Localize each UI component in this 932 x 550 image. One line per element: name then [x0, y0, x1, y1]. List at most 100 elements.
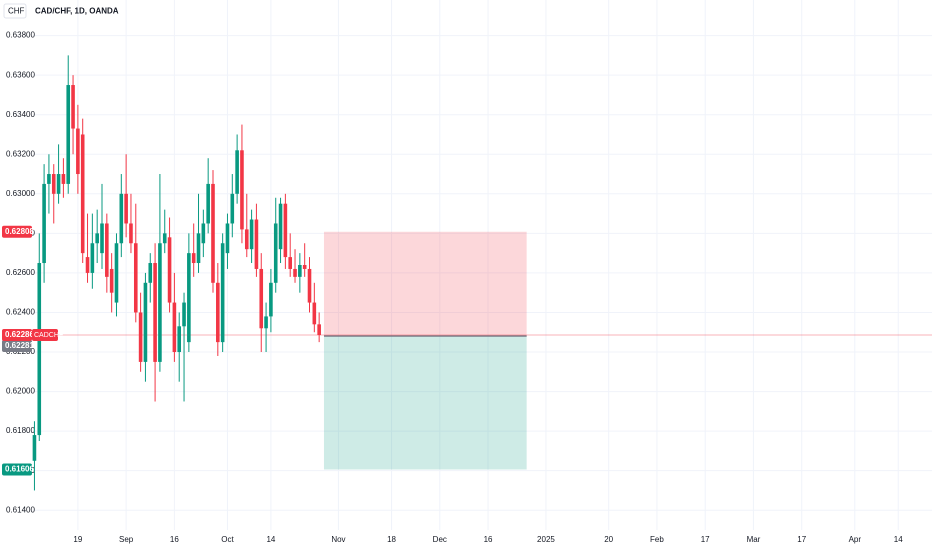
candle-body	[317, 324, 321, 336]
symbol-label: CADCHF	[34, 332, 63, 339]
candle-body	[153, 263, 157, 362]
candle-body	[235, 150, 239, 194]
candle-body	[80, 134, 85, 254]
x-tick-label: 18	[387, 535, 396, 544]
x-tick-label: Oct	[221, 535, 234, 544]
x-tick-label: Nov	[331, 535, 345, 544]
candle-body	[244, 229, 249, 250]
candle-body	[191, 253, 196, 264]
x-tick-label: 14	[894, 535, 903, 544]
x-tick-label: Sep	[119, 535, 134, 544]
candle-body	[312, 302, 317, 325]
candle-body	[42, 183, 46, 264]
currency-box[interactable]	[3, 3, 27, 19]
candle-body	[302, 265, 307, 269]
candle-body	[177, 326, 182, 353]
candle-body	[105, 223, 109, 277]
candle-body	[158, 243, 162, 362]
candle-body	[230, 193, 235, 224]
candle-body	[254, 219, 259, 269]
y-tick-label: 0.63400	[6, 110, 35, 119]
candle-body	[211, 183, 215, 283]
x-tick-label: 19	[73, 535, 82, 544]
price-badge-label: 0.62808	[5, 227, 34, 236]
x-tick-label: Dec	[433, 535, 447, 544]
candle-body	[148, 263, 153, 283]
price-badge	[2, 339, 32, 352]
x-tick-label: Apr	[849, 535, 862, 544]
stop-zone	[323, 231, 527, 336]
x-tick-label: 20	[604, 535, 613, 544]
candle-body	[90, 243, 95, 273]
x-tick-label: 14	[266, 535, 275, 544]
x-tick-label: 16	[484, 535, 493, 544]
price-badge-label: 0.62286	[5, 330, 34, 339]
target-zone	[323, 335, 527, 470]
candle-body	[109, 268, 114, 293]
candle-body	[196, 233, 201, 264]
candle-body	[167, 237, 172, 303]
y-tick-label: 0.62400	[6, 308, 35, 317]
candle-body	[187, 253, 191, 343]
x-tick-label: 17	[797, 535, 806, 544]
candle-body	[288, 257, 293, 269]
y-tick-label: 0.61400	[6, 505, 35, 514]
currency[interactable]: CHF	[8, 7, 25, 16]
candle-body	[76, 128, 80, 175]
candle-body	[240, 150, 244, 230]
candle-body	[133, 243, 138, 313]
candle-body	[100, 223, 104, 254]
candle-body	[201, 223, 206, 244]
candle-body	[273, 223, 278, 283]
candle-body	[182, 302, 186, 327]
candle-body	[293, 268, 297, 277]
candle-body	[124, 193, 128, 224]
candle-body	[298, 265, 302, 277]
x-tick-label: 2025	[537, 535, 555, 544]
candle-body	[259, 268, 264, 329]
price-badge-label: 0.61606	[5, 465, 34, 474]
y-tick-label: 0.62000	[6, 387, 35, 396]
y-tick-label: 0.63600	[6, 70, 35, 79]
candle-body	[225, 223, 230, 254]
candle-body	[85, 257, 90, 273]
candle-body	[307, 268, 312, 303]
candle-body	[249, 219, 254, 250]
y-tick-label: 0.63000	[6, 189, 35, 198]
candle-body	[47, 174, 51, 184]
candle-body	[264, 316, 268, 329]
candle-body	[143, 282, 148, 362]
x-tick-label: Mar	[747, 535, 761, 544]
candle-body	[37, 263, 42, 436]
candle-body	[138, 312, 143, 362]
candle-body	[56, 174, 61, 194]
candle-body	[66, 85, 71, 184]
candle-body	[32, 435, 37, 461]
price-badge-label: 0.62281	[5, 341, 34, 350]
y-tick-label: 0.61800	[6, 426, 35, 435]
y-tick-label: 0.63800	[6, 31, 35, 40]
y-tick-label: 0.63200	[6, 149, 35, 158]
symbol-badge	[32, 329, 58, 342]
x-tick-label: 16	[170, 535, 179, 544]
x-tick-label: Feb	[650, 535, 664, 544]
x-tick-label: 17	[701, 535, 710, 544]
candle-body	[172, 302, 177, 353]
candle-body	[216, 282, 220, 343]
candle-body	[278, 203, 283, 250]
candle-body	[206, 183, 210, 224]
candle-body	[51, 174, 56, 194]
candle-body	[220, 243, 225, 343]
candle-body	[61, 174, 66, 184]
candle-body	[283, 203, 288, 258]
price-badge	[2, 329, 32, 342]
chart-title: CAD/CHF, 1D, OANDA	[35, 7, 119, 16]
candle-body	[71, 85, 75, 129]
candle-body	[162, 233, 167, 244]
candle-body	[114, 243, 119, 303]
price-badge	[2, 463, 32, 476]
candle-body	[129, 223, 133, 244]
candle-body	[119, 193, 124, 244]
y-tick-label: 0.62600	[6, 268, 35, 277]
